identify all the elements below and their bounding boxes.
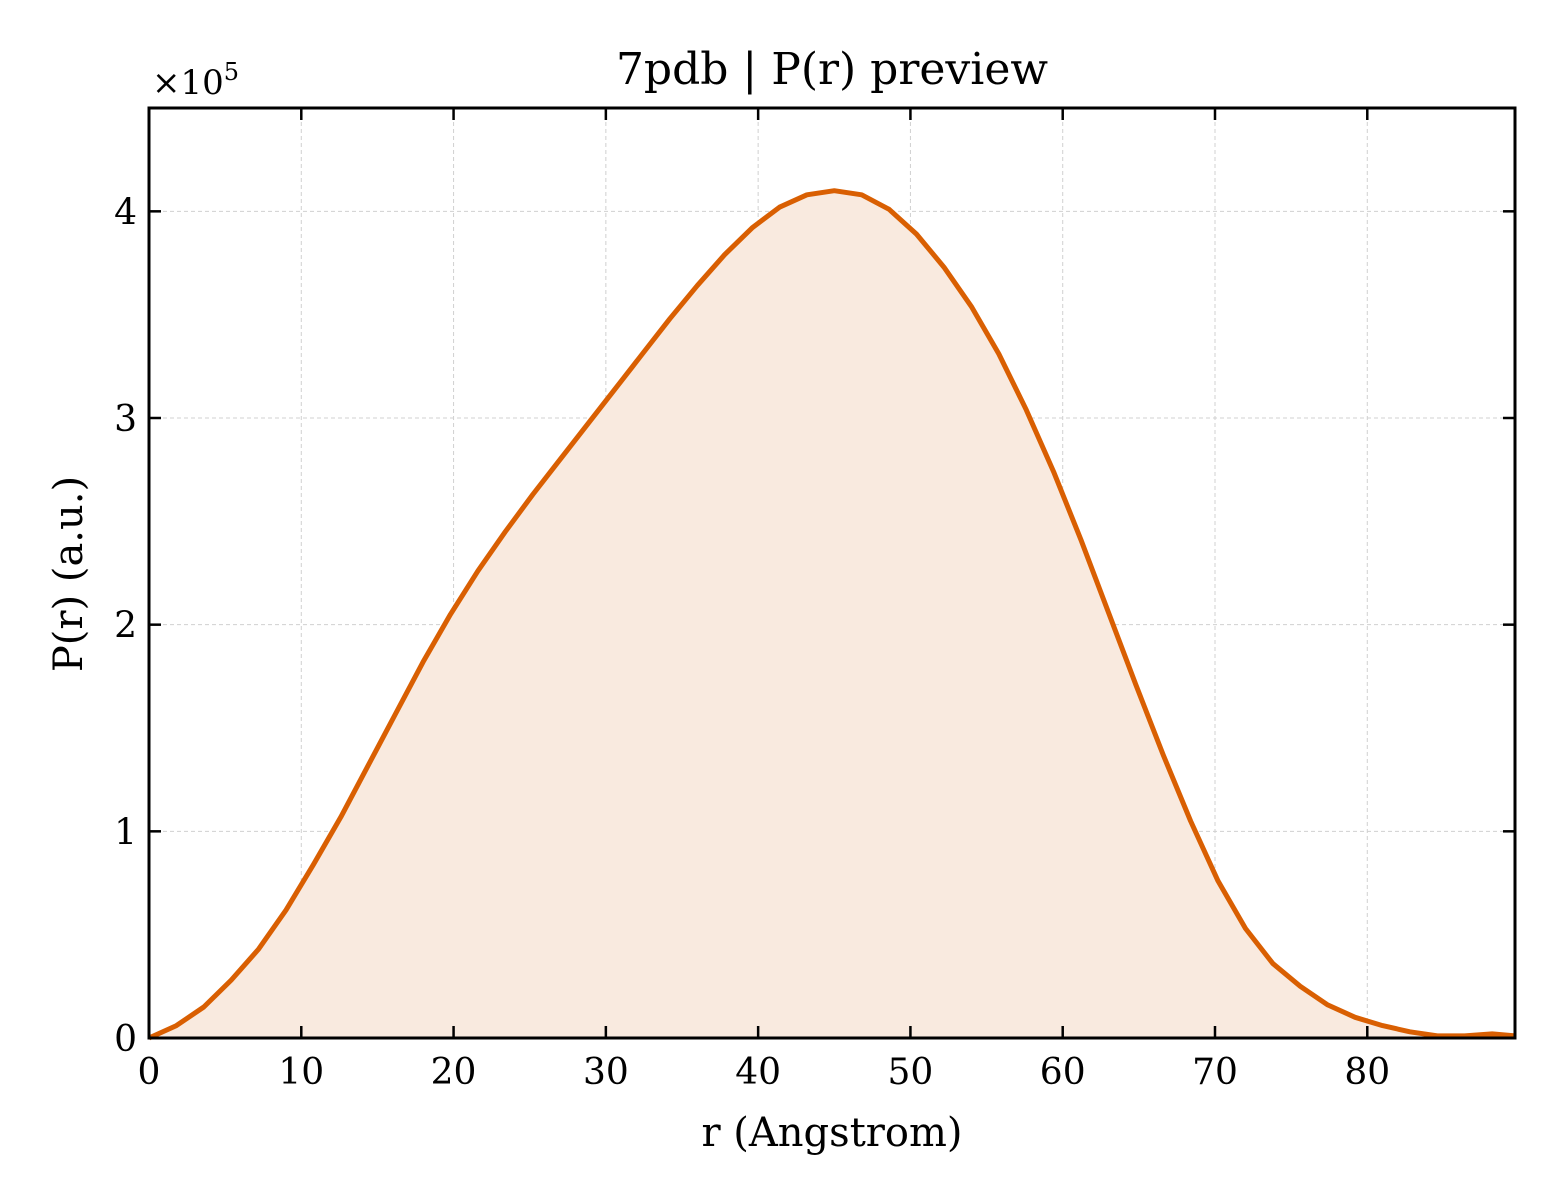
x-tick-label: 20 <box>431 1052 477 1093</box>
x-tick-label: 70 <box>1192 1052 1238 1093</box>
y-tick-label: 2 <box>114 606 137 647</box>
y-tick-label: 0 <box>114 1019 137 1060</box>
x-tick-label: 80 <box>1344 1052 1390 1093</box>
x-tick-label: 50 <box>888 1052 934 1093</box>
x-axis-label: r (Angstrom) <box>701 1110 962 1156</box>
y-tick-label: 1 <box>114 812 137 853</box>
y-tick-label: 3 <box>114 399 137 440</box>
x-tick-label: 0 <box>138 1052 161 1093</box>
y-tick-label: 4 <box>114 192 137 233</box>
chart-title: 7pdb | P(r) preview <box>616 44 1048 95</box>
plot-frame <box>147 106 1517 1040</box>
y-axis-label: P(r) (a.u.) <box>46 476 92 672</box>
pr-area-fill <box>149 190 1515 1038</box>
y-multiplier: ×105 <box>152 58 239 103</box>
svg-text:×105: ×105 <box>152 58 239 103</box>
y-multiplier-exponent: 5 <box>224 58 239 86</box>
x-tick-label: 10 <box>278 1052 324 1093</box>
x-tick-label: 60 <box>1040 1052 1086 1093</box>
x-tick-label: 40 <box>735 1052 781 1093</box>
x-tick-label: 30 <box>583 1052 629 1093</box>
y-multiplier-base: ×10 <box>152 63 224 103</box>
axis-ticks: 0 10 20 30 40 50 60 70 80 0 1 2 3 4 <box>114 108 1515 1093</box>
pr-series-line <box>147 188 1516 1041</box>
